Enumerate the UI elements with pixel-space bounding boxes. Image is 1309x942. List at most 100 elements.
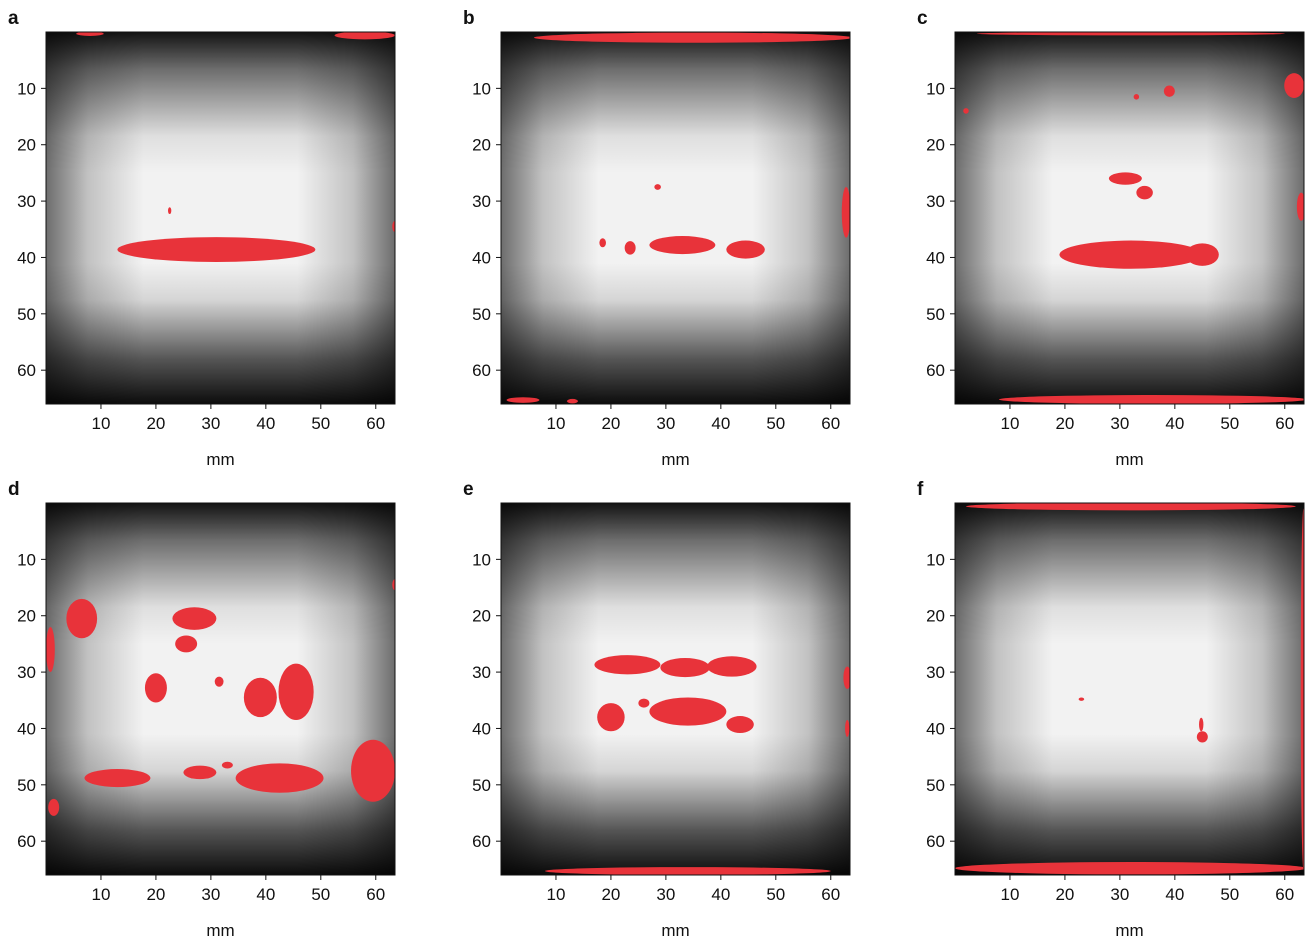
highlight-region (1196, 731, 1208, 743)
x-tick-label: 30 (201, 414, 220, 433)
panel-c: c 10 20 30 40 50 60 10 20 30 40 50 60 mm (917, 8, 1305, 469)
intensity-shading-vertical (46, 32, 395, 404)
axes-frame (500, 31, 851, 405)
x-tick-label: 50 (1220, 414, 1239, 433)
x-axis-label: mm (1115, 921, 1143, 940)
highlight-region (1300, 508, 1304, 870)
highlight-region (649, 697, 727, 726)
x-tick-label: 10 (546, 414, 565, 433)
x-tick-label: 20 (146, 885, 165, 904)
x-tick-label: 30 (1110, 885, 1129, 904)
x-tick-label: 30 (656, 885, 675, 904)
highlight-region (1108, 172, 1142, 185)
y-tick-label: 30 (926, 192, 945, 211)
panel-letter: a (8, 8, 19, 29)
highlight-region (1296, 192, 1304, 221)
y-tick-label: 50 (472, 776, 491, 795)
y-tick-label: 20 (472, 607, 491, 626)
x-axis-label: mm (206, 921, 234, 940)
x-tick-label: 50 (766, 414, 785, 433)
highlight-region (84, 769, 151, 788)
panel-f: f 10 20 30 40 50 60 10 20 30 40 50 60 mm (917, 479, 1305, 940)
y-tick-label: 50 (17, 776, 36, 795)
intensity-shading-vertical (46, 503, 395, 875)
highlight-region (351, 739, 395, 802)
axes-frame (954, 502, 1305, 876)
y-tick-label: 10 (17, 550, 36, 569)
panel-a: a 10 20 30 40 50 60 10 20 30 40 50 60 mm (8, 8, 396, 469)
y-tick-label: 10 (472, 79, 491, 98)
highlight-region (76, 32, 104, 36)
highlight-regions (76, 32, 395, 262)
y-tick-label: 30 (926, 663, 945, 682)
y-tick-label: 50 (472, 305, 491, 324)
x-axis-label: mm (661, 450, 689, 469)
x-tick-label: 60 (821, 885, 840, 904)
highlight-region (654, 184, 661, 190)
highlight-region (392, 220, 395, 233)
highlight-region (214, 676, 224, 687)
highlight-region (235, 763, 324, 793)
highlight-region (845, 720, 850, 737)
axes-frame (500, 502, 851, 876)
y-tick-label: 40 (17, 248, 36, 267)
highlight-region (841, 187, 850, 238)
x-tick-label: 40 (1165, 414, 1184, 433)
x-tick-label: 60 (366, 414, 385, 433)
highlight-region (1059, 240, 1203, 269)
highlight-region (48, 798, 60, 816)
highlight-region (843, 666, 850, 689)
highlight-region (726, 716, 754, 733)
y-tick-label: 30 (472, 663, 491, 682)
y-tick-label: 40 (926, 719, 945, 738)
y-tick-label: 10 (472, 550, 491, 569)
y-tick-label: 40 (926, 248, 945, 267)
y-tick-label: 30 (472, 192, 491, 211)
panel-letter: f (917, 479, 924, 500)
panel-d: d 10 20 30 40 50 60 10 20 30 40 50 60 mm (8, 479, 396, 940)
highlight-region (566, 398, 578, 404)
y-tick-label: 60 (472, 361, 491, 380)
axes-frame (45, 31, 396, 405)
highlight-region (506, 397, 540, 403)
highlight-region (46, 627, 55, 673)
y-tick-label: 10 (17, 79, 36, 98)
highlight-region (955, 862, 1304, 875)
highlight-region (599, 238, 606, 248)
x-tick-label: 20 (146, 414, 165, 433)
highlight-region (172, 607, 217, 630)
x-tick-label: 40 (1165, 885, 1184, 904)
highlight-region (168, 207, 172, 215)
highlight-region (144, 673, 167, 703)
x-tick-label: 50 (311, 414, 330, 433)
y-tick-label: 50 (926, 776, 945, 795)
highlight-region (534, 32, 850, 43)
highlight-region (976, 32, 1285, 36)
highlight-region (594, 655, 661, 675)
y-tick-label: 20 (17, 136, 36, 155)
x-tick-label: 40 (711, 414, 730, 433)
highlight-region (999, 394, 1304, 404)
x-tick-label: 50 (311, 885, 330, 904)
highlight-regions (506, 32, 850, 404)
highlight-regions (46, 579, 395, 816)
x-tick-label: 60 (821, 414, 840, 433)
highlight-region (726, 240, 765, 259)
intensity-shading-vertical (955, 32, 1304, 404)
highlight-region (966, 503, 1296, 511)
x-tick-label: 20 (1055, 414, 1074, 433)
highlight-region (1185, 243, 1219, 266)
highlight-region (624, 241, 636, 255)
x-tick-label: 50 (1220, 885, 1239, 904)
highlight-region (1133, 94, 1140, 100)
y-tick-label: 40 (472, 248, 491, 267)
highlight-regions (963, 32, 1304, 404)
x-tick-label: 20 (601, 885, 620, 904)
y-tick-label: 20 (17, 607, 36, 626)
highlight-region (183, 765, 217, 780)
highlight-region (175, 635, 198, 653)
x-tick-label: 20 (1055, 885, 1074, 904)
highlight-region (963, 108, 969, 114)
x-tick-label: 20 (601, 414, 620, 433)
